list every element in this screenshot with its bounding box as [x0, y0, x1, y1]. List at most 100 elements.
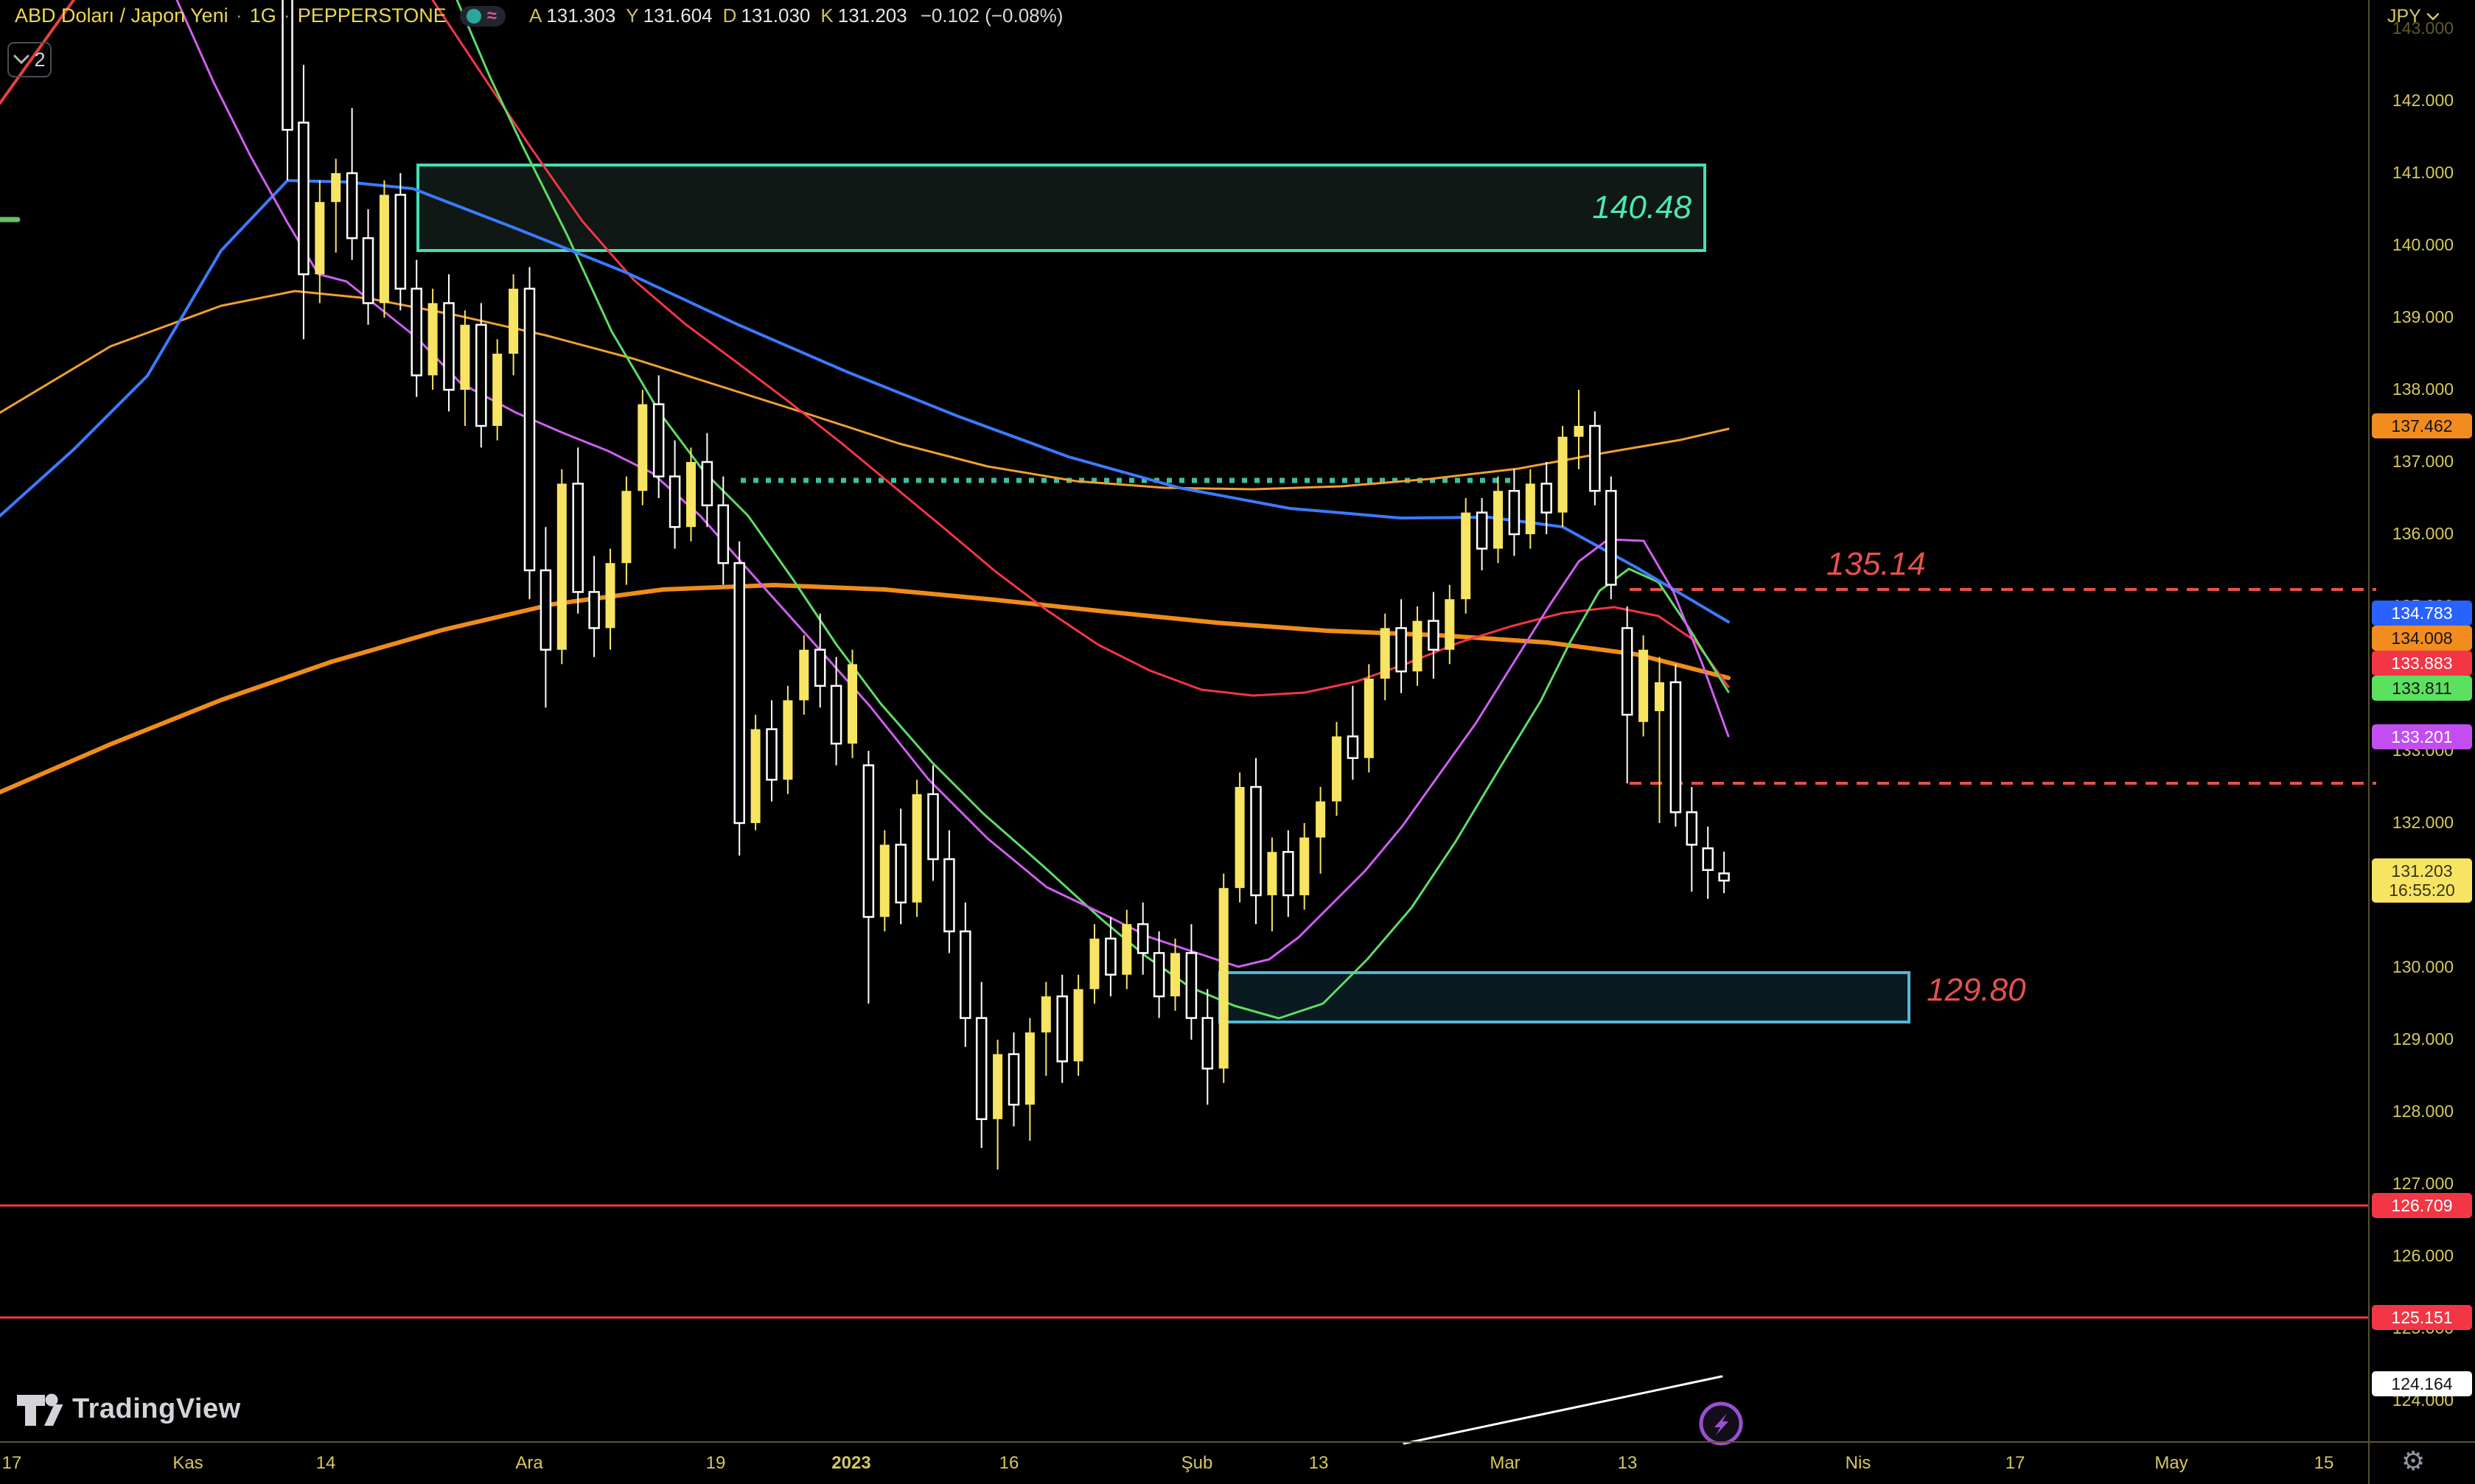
change-value: −0.102 (−0.08%)	[920, 4, 1064, 27]
indicator-price-tag: 133.883	[2372, 651, 2472, 676]
price-tick-label: 136.000	[2392, 524, 2454, 543]
separator-dot: ·	[235, 4, 242, 27]
indicator-price-tag: 133.201	[2372, 724, 2472, 749]
approx-icon: ≈	[486, 5, 497, 26]
axis-settings-gear-icon[interactable]: ⚙	[2401, 1446, 2426, 1476]
candle-body-down	[814, 648, 826, 687]
candle-body-up	[912, 794, 922, 903]
tradingview-mark-icon	[17, 1393, 63, 1426]
price-tick-label: 139.000	[2392, 307, 2454, 326]
sma-thick-orange	[0, 583, 1731, 794]
supply-demand-zone[interactable]	[1218, 971, 1910, 1023]
price-tick-label: 128.000	[2392, 1102, 2454, 1121]
candle-body-down	[862, 764, 875, 918]
supply-demand-zone[interactable]	[416, 164, 1706, 252]
candle-body-up	[1218, 888, 1229, 1069]
price-tick-label: 142.000	[2392, 91, 2454, 110]
candle-body-down	[1105, 937, 1117, 976]
chevron-down-icon	[13, 55, 29, 65]
time-tick-label: Şub	[1181, 1453, 1213, 1473]
candle-body-up	[1073, 989, 1083, 1062]
candle-body-down	[1476, 511, 1488, 550]
candle-body-up	[1024, 1032, 1035, 1105]
candle-body-down	[298, 122, 310, 276]
candle-body-up	[1445, 599, 1455, 650]
tradingview-logo[interactable]: TradingView	[16, 1390, 241, 1428]
time-tick-label: Kas	[172, 1453, 203, 1473]
candle-body-up	[638, 404, 648, 491]
market-open-dot-icon	[466, 8, 481, 24]
candle-body-up	[1574, 426, 1584, 437]
time-tick-label: 17	[2005, 1453, 2025, 1473]
candle-body-up	[848, 664, 857, 744]
candle-body-up	[783, 700, 793, 780]
candle-body-up	[1267, 852, 1277, 895]
currency-label[interactable]: JPY	[2387, 6, 2439, 27]
candle-body-up	[556, 483, 567, 650]
chevron-down-icon	[2426, 13, 2439, 21]
candle-body-down	[895, 844, 907, 904]
countdown-timer: 16:55:20	[2389, 881, 2455, 900]
white-trendline[interactable]	[1403, 1375, 1723, 1445]
candle-body-down	[1589, 424, 1601, 492]
price-tick-label: 129.000	[2392, 1029, 2454, 1049]
candle-body-down	[927, 793, 939, 861]
candle-body-up	[427, 303, 438, 376]
candle-body-down	[1686, 811, 1698, 846]
time-tick-label: 13	[1617, 1453, 1638, 1473]
candle-body-down	[475, 323, 487, 427]
high-label: Y	[626, 4, 639, 27]
tradingview-wordmark: TradingView	[72, 1393, 241, 1424]
candle-body-down	[960, 930, 971, 1019]
candle-body-down	[1605, 489, 1617, 586]
time-tick-label: Nis	[1845, 1453, 1871, 1473]
indicator-price-tag: 126.709	[2372, 1193, 2472, 1218]
candle-body-down	[1669, 681, 1682, 813]
candle-body-down	[394, 194, 407, 290]
candle-body-up	[509, 288, 519, 354]
indicators-collapsed-button[interactable]: 2	[7, 42, 52, 77]
candle-body-up	[379, 195, 389, 304]
candle-body-up	[621, 491, 632, 564]
open-label: A	[528, 4, 542, 27]
candle-body-down	[717, 504, 730, 564]
symbol-title[interactable]: ABD Doları / Japon Yeni	[15, 4, 228, 27]
lightning-bolt-icon	[1714, 1413, 1728, 1435]
indicator-price-tag: 134.008	[2372, 626, 2472, 651]
candle-body-down	[523, 287, 536, 572]
candle-body-up	[1461, 512, 1471, 600]
candle-body-down	[669, 475, 681, 528]
candle-body-down	[282, 0, 293, 131]
ma-red	[431, 0, 1730, 697]
candle-body-up	[1299, 837, 1310, 895]
candle-body-up	[315, 202, 325, 275]
time-tick-label: 2023	[831, 1453, 871, 1473]
candle-body-up	[1122, 924, 1132, 975]
red-trendline[interactable]	[0, 0, 75, 105]
time-tick-label: 19	[705, 1453, 726, 1473]
candle-body-up	[993, 1054, 1003, 1119]
candle-body-down	[1702, 847, 1714, 871]
candle-body-up	[331, 173, 341, 203]
current-price-tag: 131.203 16:55:20	[2372, 858, 2472, 903]
candle-body-down	[943, 858, 955, 933]
candle-body-down	[1282, 850, 1294, 897]
low-label: D	[722, 4, 737, 27]
candle-body-down	[1185, 952, 1198, 1019]
time-axis[interactable]: 17 Kas 14 Ara 19 2023 16 Şub 13 Mar 13 Nis 17 May 15	[0, 1441, 2475, 1484]
time-tick-label: 17	[1, 1453, 22, 1473]
price-axis[interactable]: JPY 143.000 142.000 141.000 140.000 139.000 1…	[2368, 0, 2475, 1484]
candle-body-down	[1008, 1053, 1020, 1106]
indicator-price-tag: 134.783	[2372, 601, 2472, 626]
high-value: 131.604	[643, 4, 713, 27]
candle-body-up	[1638, 649, 1649, 722]
indicator-price-tag: 133.811	[2372, 676, 2472, 701]
candle-body-up	[1041, 996, 1051, 1033]
exchange-label[interactable]: PEPPERSTONE	[297, 4, 447, 27]
market-status-toggle[interactable]: ≈	[459, 5, 506, 27]
timeframe-label[interactable]: 1G	[249, 4, 276, 27]
separator-dot: ·	[283, 4, 290, 27]
price-tick-label: 127.000	[2392, 1174, 2454, 1193]
currency-code: JPY	[2387, 6, 2421, 27]
